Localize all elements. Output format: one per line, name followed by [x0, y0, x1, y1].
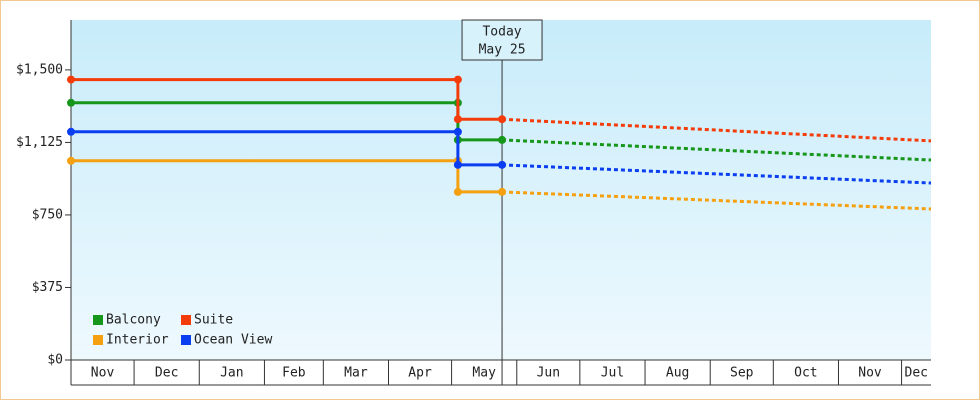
legend-swatch — [93, 335, 103, 345]
forecast-line — [501, 117, 932, 143]
legend-label: Suite — [194, 313, 233, 328]
point — [67, 75, 75, 84]
x-tick-label: Nov — [91, 366, 115, 381]
x-tick-label: Apr — [408, 366, 432, 381]
point — [498, 115, 507, 124]
point — [67, 156, 75, 165]
legend-swatch — [181, 335, 191, 345]
today-label: May 25 — [479, 43, 526, 58]
x-tick-label: Oct — [794, 366, 817, 381]
x-tick-label: Jun — [537, 366, 560, 381]
y-tick-label: $0 — [47, 353, 63, 368]
y-tick-label: $1,500 — [16, 62, 63, 77]
forecast-line — [501, 163, 932, 185]
series-line — [71, 78, 503, 121]
today-label: Today — [482, 25, 521, 40]
series-line — [71, 159, 503, 194]
x-tick-label: Jan — [220, 366, 243, 381]
point — [453, 160, 462, 169]
point — [67, 127, 75, 136]
legend-label: Balcony — [106, 313, 161, 328]
series-line — [71, 130, 503, 167]
point — [67, 98, 75, 107]
point — [498, 160, 507, 169]
point — [453, 127, 462, 136]
legend-swatch — [93, 315, 103, 325]
point — [453, 187, 462, 196]
x-tick-label: Mar — [344, 366, 368, 381]
y-tick-label: $750 — [32, 207, 63, 222]
point — [498, 135, 507, 144]
point — [453, 115, 462, 124]
point — [453, 75, 462, 84]
x-tick-label: Jul — [601, 366, 624, 381]
x-tick-label: Nov — [858, 366, 882, 381]
y-tick-label: $1,125 — [16, 135, 63, 150]
forecast-line — [501, 138, 932, 162]
x-tick-label: May — [472, 366, 496, 381]
x-tick-label: Aug — [666, 366, 689, 381]
today-box — [461, 19, 543, 61]
legend-label: Interior — [106, 333, 169, 348]
x-tick-label: Feb — [282, 366, 306, 381]
y-tick-label: $375 — [32, 280, 63, 295]
legend-label: Ocean View — [194, 333, 272, 348]
x-tick-label: Dec — [905, 366, 928, 381]
point — [498, 187, 507, 196]
x-tick-label: Dec — [155, 366, 178, 381]
forecast-line — [501, 190, 932, 211]
legend-swatch — [181, 315, 191, 325]
x-tick-label: Sep — [730, 366, 754, 381]
